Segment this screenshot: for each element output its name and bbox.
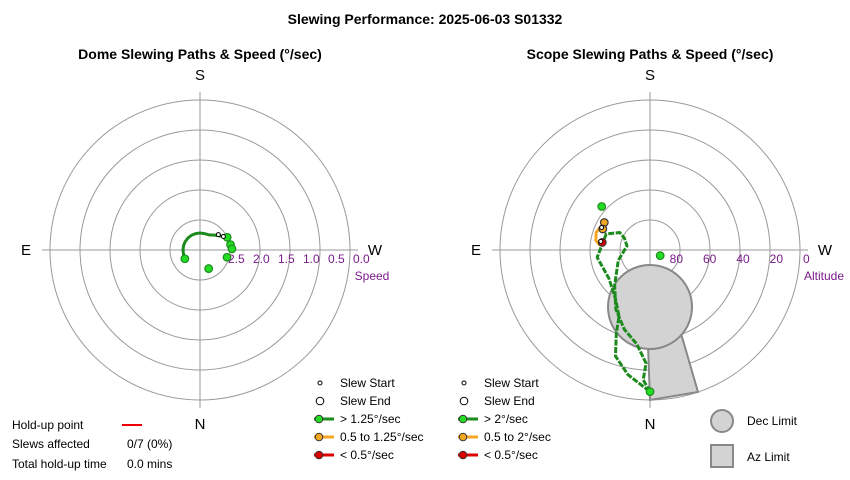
scope-slew-start-1 xyxy=(598,238,604,244)
dome-radial-tick-3: 1.0 xyxy=(303,252,320,266)
dome-polar-grid xyxy=(42,92,358,408)
scope-legend-start-label: Slew Start xyxy=(484,376,539,390)
scope-radial-ticks: 80 60 40 20 0 xyxy=(670,252,810,266)
slews-affected-label: Slews affected xyxy=(12,437,90,451)
dome-marks xyxy=(180,231,237,273)
scope-direction-bottom: N xyxy=(645,416,656,433)
hold-up-summary: Hold-up point Slews affected 0/7 (0%) To… xyxy=(12,418,172,471)
dome-legend-start-label: Slew Start xyxy=(340,376,395,390)
slews-affected-value: 0/7 (0%) xyxy=(127,437,172,451)
dome-radial-tick-2: 1.5 xyxy=(278,252,295,266)
dome-slew-end-5 xyxy=(204,264,214,273)
dome-legend-slow-marker xyxy=(314,450,324,460)
scope-legend: Slew Start Slew End > 2°/sec 0.5 to 2°/sec <… xyxy=(458,376,551,462)
dome-slew-end-4 xyxy=(222,252,232,262)
dome-slew-start-0 xyxy=(220,234,226,239)
scope-dec-limit-zone xyxy=(607,264,693,350)
scope-slew-end-1 xyxy=(655,251,665,261)
dec-limit-legend-label: Dec Limit xyxy=(747,414,798,428)
dome-chart-title: Dome Slewing Paths & Speed (°/sec) xyxy=(78,46,322,62)
dome-direction-left: E xyxy=(21,242,31,259)
dome-chart: Dome Slewing Paths & Speed (°/sec) S N E… xyxy=(21,46,389,433)
scope-radial-label: Altitude xyxy=(804,269,844,283)
scope-radial-tick-4: 0 xyxy=(803,252,810,266)
dome-legend-start-symbol xyxy=(317,380,323,386)
scope-legend-medium-marker xyxy=(458,432,468,442)
scope-direction-top: S xyxy=(645,67,655,84)
scope-limit-zones xyxy=(607,264,700,402)
scope-slew-end-0 xyxy=(645,387,655,397)
scope-legend-medium-label: 0.5 to 2°/sec xyxy=(484,430,551,444)
dome-direction-right: W xyxy=(368,242,383,259)
dome-legend-fast-marker xyxy=(314,414,324,424)
dome-slew-start-1 xyxy=(215,232,221,238)
dome-radial-ticks: 2.5 2.0 1.5 1.0 0.5 0.0 xyxy=(228,252,370,266)
scope-slew-end-5 xyxy=(597,202,607,211)
dome-radial-label: Speed xyxy=(355,269,390,283)
dome-direction-top: S xyxy=(195,67,205,84)
scope-legend-slow-label: < 0.5°/sec xyxy=(484,448,538,462)
scope-slew-start-0 xyxy=(599,224,605,230)
dome-slew-end-3 xyxy=(227,244,237,254)
scope-chart: Scope Slewing Paths & Speed (°/sec) S N … xyxy=(471,46,844,433)
scope-direction-left: E xyxy=(471,242,481,259)
dome-legend-slow-label: < 0.5°/sec xyxy=(340,448,394,462)
scope-direction-right: W xyxy=(818,242,833,259)
scope-legend-end-symbol xyxy=(459,396,469,406)
dome-radial-tick-4: 0.5 xyxy=(328,252,345,266)
dome-legend-end-symbol xyxy=(315,396,325,406)
scope-legend-slow-marker xyxy=(458,450,468,460)
dome-legend-medium-label: 0.5 to 1.25°/sec xyxy=(340,430,424,444)
dome-radial-tick-1: 2.0 xyxy=(253,252,270,266)
dome-legend-medium-marker xyxy=(314,432,324,442)
dome-slew-end-0 xyxy=(180,254,190,264)
dome-direction-bottom: N xyxy=(195,416,206,433)
scope-legend-fast-label: > 2°/sec xyxy=(484,412,528,426)
total-hold-up-label: Total hold-up time xyxy=(12,457,107,471)
dome-legend-fast-label: > 1.25°/sec xyxy=(340,412,401,426)
dome-radial-tick-0: 2.5 xyxy=(228,252,245,266)
dome-legend-end-label: Slew End xyxy=(340,394,391,408)
az-limit-legend-symbol xyxy=(710,444,734,468)
dome-radial-tick-5: 0.0 xyxy=(353,252,370,266)
scope-slew-path-fast xyxy=(595,231,652,393)
scope-legend-fast-marker xyxy=(458,414,468,424)
dome-slew-path-fast xyxy=(181,231,232,260)
scope-chart-title: Scope Slewing Paths & Speed (°/sec) xyxy=(527,46,774,62)
scope-limits-legend: Dec Limit Az Limit xyxy=(710,409,798,468)
hold-up-point-label: Hold-up point xyxy=(12,418,84,432)
dec-limit-legend-symbol xyxy=(710,409,734,433)
scope-radial-tick-2: 40 xyxy=(736,252,750,266)
az-limit-legend-label: Az Limit xyxy=(747,450,790,464)
figure-title: Slewing Performance: 2025-06-03 S01332 xyxy=(288,11,563,27)
scope-marks xyxy=(594,202,665,397)
scope-radial-tick-0: 80 xyxy=(670,252,684,266)
scope-radial-tick-3: 20 xyxy=(770,252,784,266)
scope-legend-start-symbol xyxy=(461,380,467,386)
total-hold-up-value: 0.0 mins xyxy=(127,457,172,471)
scope-legend-end-label: Slew End xyxy=(484,394,535,408)
scope-radial-tick-1: 60 xyxy=(703,252,717,266)
dome-legend: Slew Start Slew End > 1.25°/sec 0.5 to 1.25… xyxy=(314,376,424,462)
